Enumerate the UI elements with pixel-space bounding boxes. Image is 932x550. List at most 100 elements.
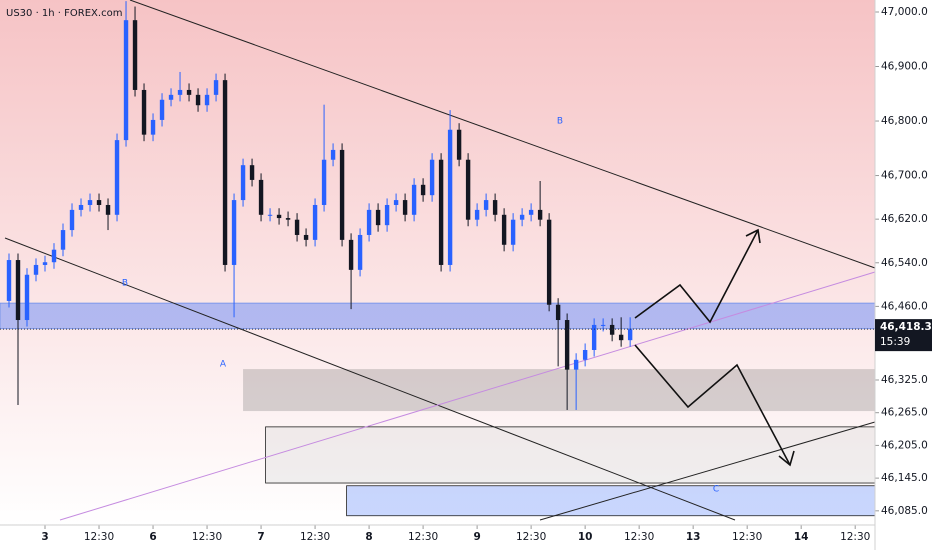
- zone: [265, 426, 876, 484]
- trendline: [539, 421, 876, 521]
- candle-body: [357, 234, 363, 270]
- x-tick-label: 12:30: [192, 531, 222, 543]
- candle-body: [186, 89, 192, 95]
- x-tick-label: 12:30: [84, 531, 114, 543]
- y-tick-label: 46,800.0: [881, 115, 928, 127]
- candle-body: [33, 264, 39, 275]
- candle-body: [546, 219, 552, 305]
- candle-body: [42, 262, 48, 265]
- candle-body: [150, 119, 156, 135]
- x-tick-label: 10: [578, 531, 593, 543]
- candle-body: [582, 350, 588, 360]
- candle-body: [96, 200, 102, 205]
- candle-body: [87, 200, 93, 205]
- candle-body: [366, 209, 372, 235]
- axes: 47,000.0 46,900.0 46,800.0 46,700.0 46,620.0…: [41, 6, 927, 543]
- candle-body: [258, 179, 264, 215]
- candle-body: [618, 334, 624, 341]
- candle-body: [555, 304, 561, 321]
- annotation: A: [220, 360, 227, 370]
- candle-body: [231, 200, 237, 265]
- chart-title: US30 · 1h · FOREX.com: [6, 8, 122, 19]
- candle-body: [483, 200, 489, 210]
- candle-body: [537, 209, 543, 220]
- x-tick-label: 12:30: [624, 531, 654, 543]
- candle-body: [447, 129, 453, 265]
- candle-body: [240, 165, 246, 201]
- candle-body: [411, 184, 417, 215]
- candle-body: [420, 184, 426, 196]
- candle-body: [177, 89, 183, 95]
- arrow-head: [778, 450, 795, 467]
- candle-body: [15, 260, 21, 321]
- candle-body: [60, 230, 66, 250]
- trendline: [4, 237, 736, 521]
- candle-body: [474, 209, 480, 220]
- x-tick-label: 12:30: [408, 531, 438, 543]
- candle-body: [591, 324, 597, 350]
- y-tick-label: 46,700.0: [881, 170, 928, 182]
- candle-body: [213, 80, 219, 95]
- countdown: 15:39: [880, 336, 910, 348]
- candle-body: [222, 80, 228, 265]
- x-tick-label: 12:30: [300, 531, 330, 543]
- x-tick-label: 9: [473, 531, 480, 543]
- zone: [0, 302, 876, 330]
- candle-body: [195, 94, 201, 106]
- candle-body: [429, 159, 435, 196]
- candle-body: [600, 324, 606, 326]
- candle-body: [267, 214, 273, 216]
- candle-body: [438, 159, 444, 265]
- zone: [243, 369, 876, 412]
- candle-body: [105, 204, 111, 215]
- annotation: B: [557, 117, 563, 127]
- candle-body: [501, 214, 507, 245]
- candle-body: [348, 239, 354, 270]
- last-price-box: [875, 319, 932, 352]
- candle-body: [519, 214, 525, 220]
- candle-body: [141, 89, 147, 135]
- y-tick-label: 46,900.0: [881, 61, 928, 73]
- candle-body: [510, 219, 516, 245]
- candle-body: [375, 209, 381, 226]
- candle-body: [6, 260, 12, 301]
- y-tick-label: 46,540.0: [881, 257, 928, 269]
- candle-body: [564, 320, 570, 370]
- projection-arrow: [634, 229, 759, 324]
- x-tick-label: 8: [365, 531, 372, 543]
- x-tick-label: 13: [686, 531, 701, 543]
- candle-body: [114, 140, 120, 215]
- x-tick-label: 7: [257, 531, 264, 543]
- y-tick-label: 46,205.0: [881, 439, 928, 451]
- candle-body: [69, 209, 75, 231]
- candle-body: [492, 200, 498, 215]
- trendline: [59, 271, 876, 521]
- candle-body: [303, 234, 309, 240]
- x-tick-label: 6: [149, 531, 156, 543]
- projection-arrow: [634, 344, 791, 466]
- candle-body: [627, 329, 633, 341]
- candle-body: [132, 20, 138, 90]
- candle-body: [465, 159, 471, 220]
- y-tick-label: 46,325.0: [881, 374, 928, 386]
- annotation: C: [713, 485, 719, 495]
- last-price-label: 46,418.3: [880, 321, 932, 333]
- candle-body: [321, 159, 327, 205]
- candle-body: [402, 200, 408, 215]
- drawings: [4, 0, 876, 521]
- candle-body: [573, 359, 579, 370]
- candle-body: [528, 209, 534, 215]
- candle-body: [168, 94, 174, 100]
- candle-body: [339, 149, 345, 240]
- candle-body: [204, 94, 210, 106]
- plot-background: [0, 0, 875, 525]
- arrow-head: [745, 228, 761, 244]
- candle-body: [249, 165, 255, 180]
- x-tick-label: 3: [41, 531, 48, 543]
- candle-body: [393, 200, 399, 205]
- candle-body: [312, 204, 318, 240]
- candle-body: [276, 214, 282, 219]
- annotation: B: [122, 279, 128, 289]
- y-tick-label: 46,145.0: [881, 472, 928, 484]
